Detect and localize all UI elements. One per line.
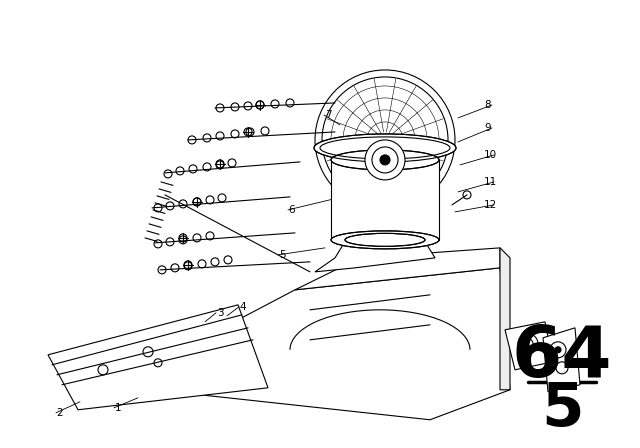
Text: 64: 64	[512, 323, 612, 392]
Text: 10: 10	[483, 150, 497, 160]
Polygon shape	[543, 328, 580, 392]
Text: 12: 12	[483, 200, 497, 210]
Text: 1: 1	[115, 403, 122, 413]
Polygon shape	[200, 268, 510, 420]
Polygon shape	[315, 245, 435, 272]
Text: 7: 7	[324, 110, 332, 120]
Text: 4: 4	[240, 302, 246, 312]
Circle shape	[555, 347, 561, 353]
Polygon shape	[500, 248, 510, 390]
Text: 9: 9	[484, 123, 492, 133]
Text: 8: 8	[484, 100, 492, 110]
Ellipse shape	[331, 231, 439, 249]
Circle shape	[380, 155, 390, 165]
Text: 5: 5	[541, 380, 583, 439]
Polygon shape	[331, 160, 439, 240]
Polygon shape	[295, 248, 500, 290]
Ellipse shape	[345, 233, 425, 246]
Text: 3: 3	[217, 308, 223, 318]
Text: 2: 2	[57, 408, 63, 418]
Ellipse shape	[314, 134, 456, 162]
Text: 11: 11	[483, 177, 497, 187]
Ellipse shape	[331, 150, 439, 170]
Text: 5: 5	[278, 250, 285, 260]
Circle shape	[365, 140, 405, 180]
Polygon shape	[505, 322, 553, 370]
Polygon shape	[48, 305, 268, 410]
Text: 6: 6	[289, 205, 295, 215]
